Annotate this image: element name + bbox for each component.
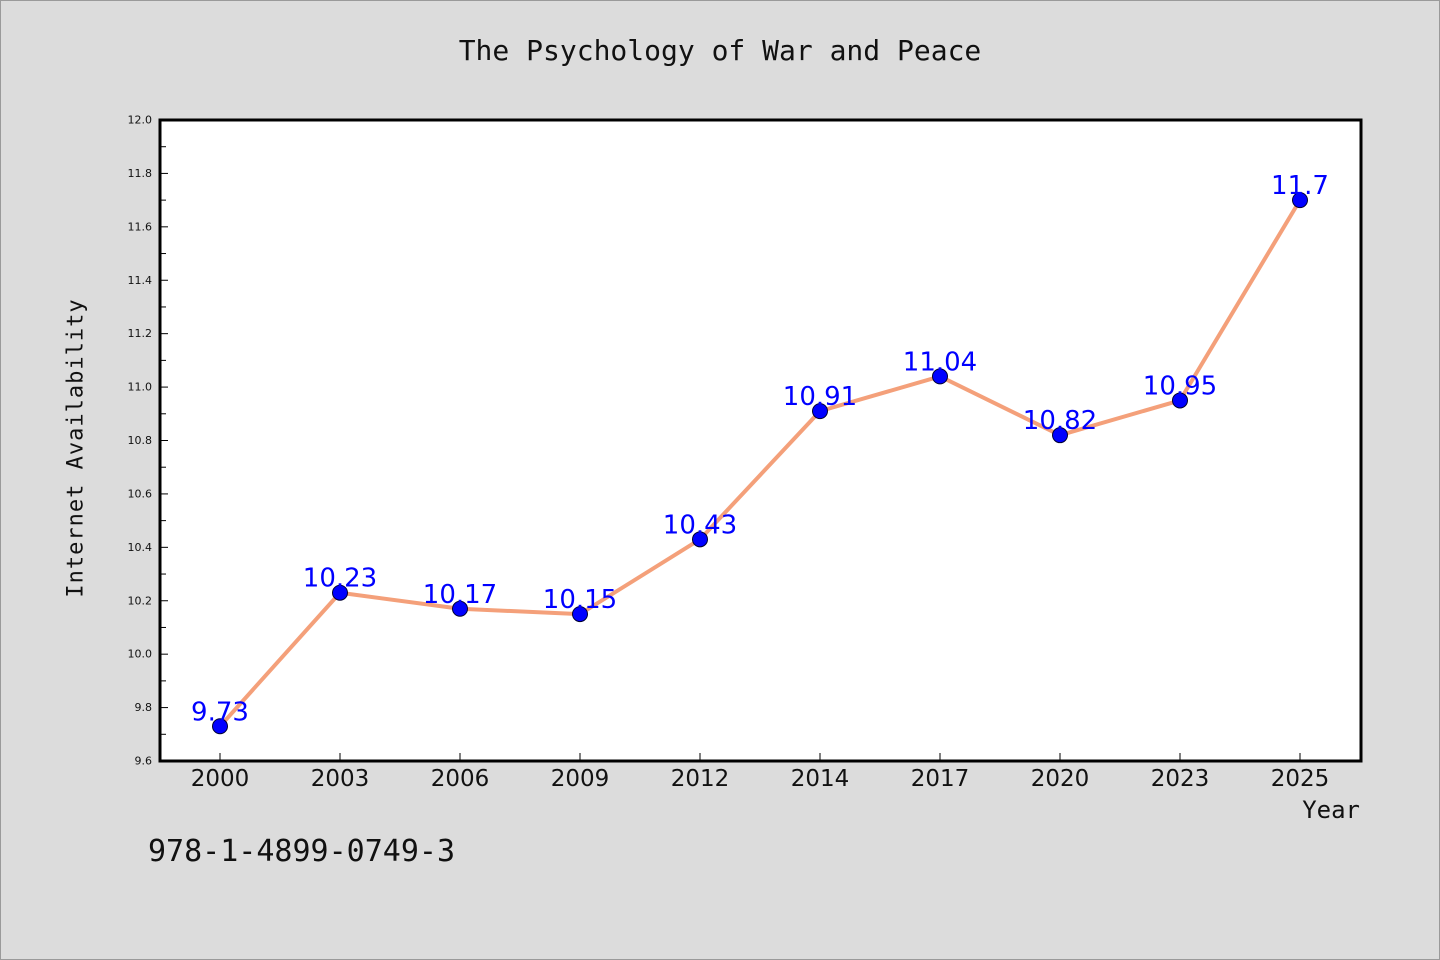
y-tick-label: 10.6	[128, 487, 153, 500]
data-point	[452, 600, 468, 617]
data-point	[1292, 192, 1308, 209]
isbn-text: 978-1-4899-0749-3	[148, 834, 456, 869]
y-axis-label: Internet Availability	[63, 298, 89, 598]
x-tick-label: 2023	[1151, 766, 1210, 792]
series-lines	[218, 198, 1302, 729]
y-tick-label: 12.0	[128, 114, 153, 127]
y-tick-label: 10.4	[128, 541, 153, 554]
y-tick-label: 10.0	[128, 648, 153, 661]
plot-border	[158, 118, 1363, 763]
x-tick-label: 2006	[431, 766, 490, 792]
data-point	[932, 368, 948, 385]
y-tick-label: 9.6	[135, 755, 153, 768]
y-tick-label: 9.8	[135, 701, 153, 714]
x-axis-label: Year	[1302, 796, 1360, 824]
x-tick-label: 2025	[1271, 766, 1330, 792]
y-tick-label: 10.2	[128, 594, 153, 607]
data-label: 10.95	[1143, 371, 1217, 401]
data-point	[1172, 392, 1188, 409]
data-point	[692, 531, 708, 548]
x-tick-label: 2017	[911, 766, 970, 792]
data-label: 11.7	[1271, 171, 1329, 201]
y-tick-label: 11.2	[128, 327, 153, 340]
data-label: 10.15	[543, 585, 617, 615]
data-label: 11.04	[903, 347, 977, 377]
y-tick-label: 11.6	[128, 220, 153, 233]
data-point	[1052, 427, 1068, 444]
y-tick-label: 11.4	[128, 274, 153, 287]
data-point	[212, 718, 228, 735]
x-tick-label: 2009	[551, 766, 610, 792]
x-tick-label: 2000	[191, 766, 250, 792]
data-point	[812, 403, 828, 420]
data-label: 10.82	[1023, 406, 1097, 436]
data-point	[572, 606, 588, 623]
series-markers	[212, 192, 1308, 735]
y-axis-ticks: 9.6 9.8 10.0 10.2 10.4 10.6 10.8 11.0 11.2 11.4 11…	[128, 114, 168, 768]
x-tick-label: 2014	[791, 766, 850, 792]
data-labels: 9.73 10.23 10.17 10.15 10.43 10.91 11.04 10.82 1…	[191, 171, 1329, 727]
data-label: 9.73	[191, 697, 249, 727]
y-tick-label: 10.8	[128, 434, 153, 447]
data-label: 10.43	[663, 510, 737, 540]
data-label: 10.91	[783, 382, 857, 412]
x-tick-label: 2003	[311, 766, 370, 792]
data-label: 10.17	[423, 580, 497, 610]
data-label: 10.23	[303, 564, 377, 594]
chart-title: The Psychology of War and Peace	[458, 34, 982, 67]
y-tick-label: 11.8	[128, 167, 153, 180]
y-tick-label: 11.0	[128, 381, 153, 394]
series-line	[218, 198, 1302, 729]
x-axis-ticks: 2000 2003 2006 2009 2012 2014 2017 2020 2023 2025	[191, 753, 1330, 792]
plot-area	[160, 120, 1361, 761]
data-point	[332, 584, 348, 601]
x-tick-label: 2020	[1031, 766, 1090, 792]
x-tick-label: 2012	[671, 766, 730, 792]
